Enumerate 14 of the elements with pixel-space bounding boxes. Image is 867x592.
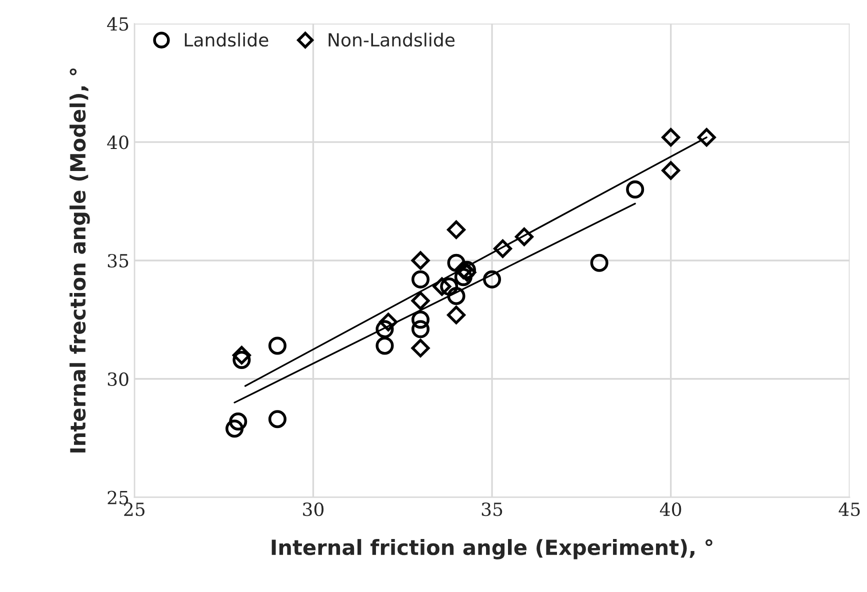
- x-axis-title: Internal friction angle (Experiment), °: [272, 539, 712, 560]
- legend-label: Landslide: [184, 32, 268, 47]
- y-tick-label: 45: [107, 17, 128, 31]
- x-tick-label: 45: [838, 502, 860, 516]
- y-tick-label: 30: [108, 372, 128, 386]
- x-tick-label: 40: [660, 502, 682, 516]
- y-axis-title: Internal frection angle (Model), °: [70, 68, 90, 452]
- legend-label: Non-Landslide: [328, 32, 455, 47]
- y-tick-label: 35: [108, 254, 128, 268]
- y-tick-label: 40: [107, 136, 128, 150]
- x-tick-label: 35: [482, 502, 502, 516]
- y-tick-label: 25: [108, 490, 128, 504]
- x-tick-label: 25: [124, 502, 144, 516]
- x-tick-label: 30: [303, 502, 324, 516]
